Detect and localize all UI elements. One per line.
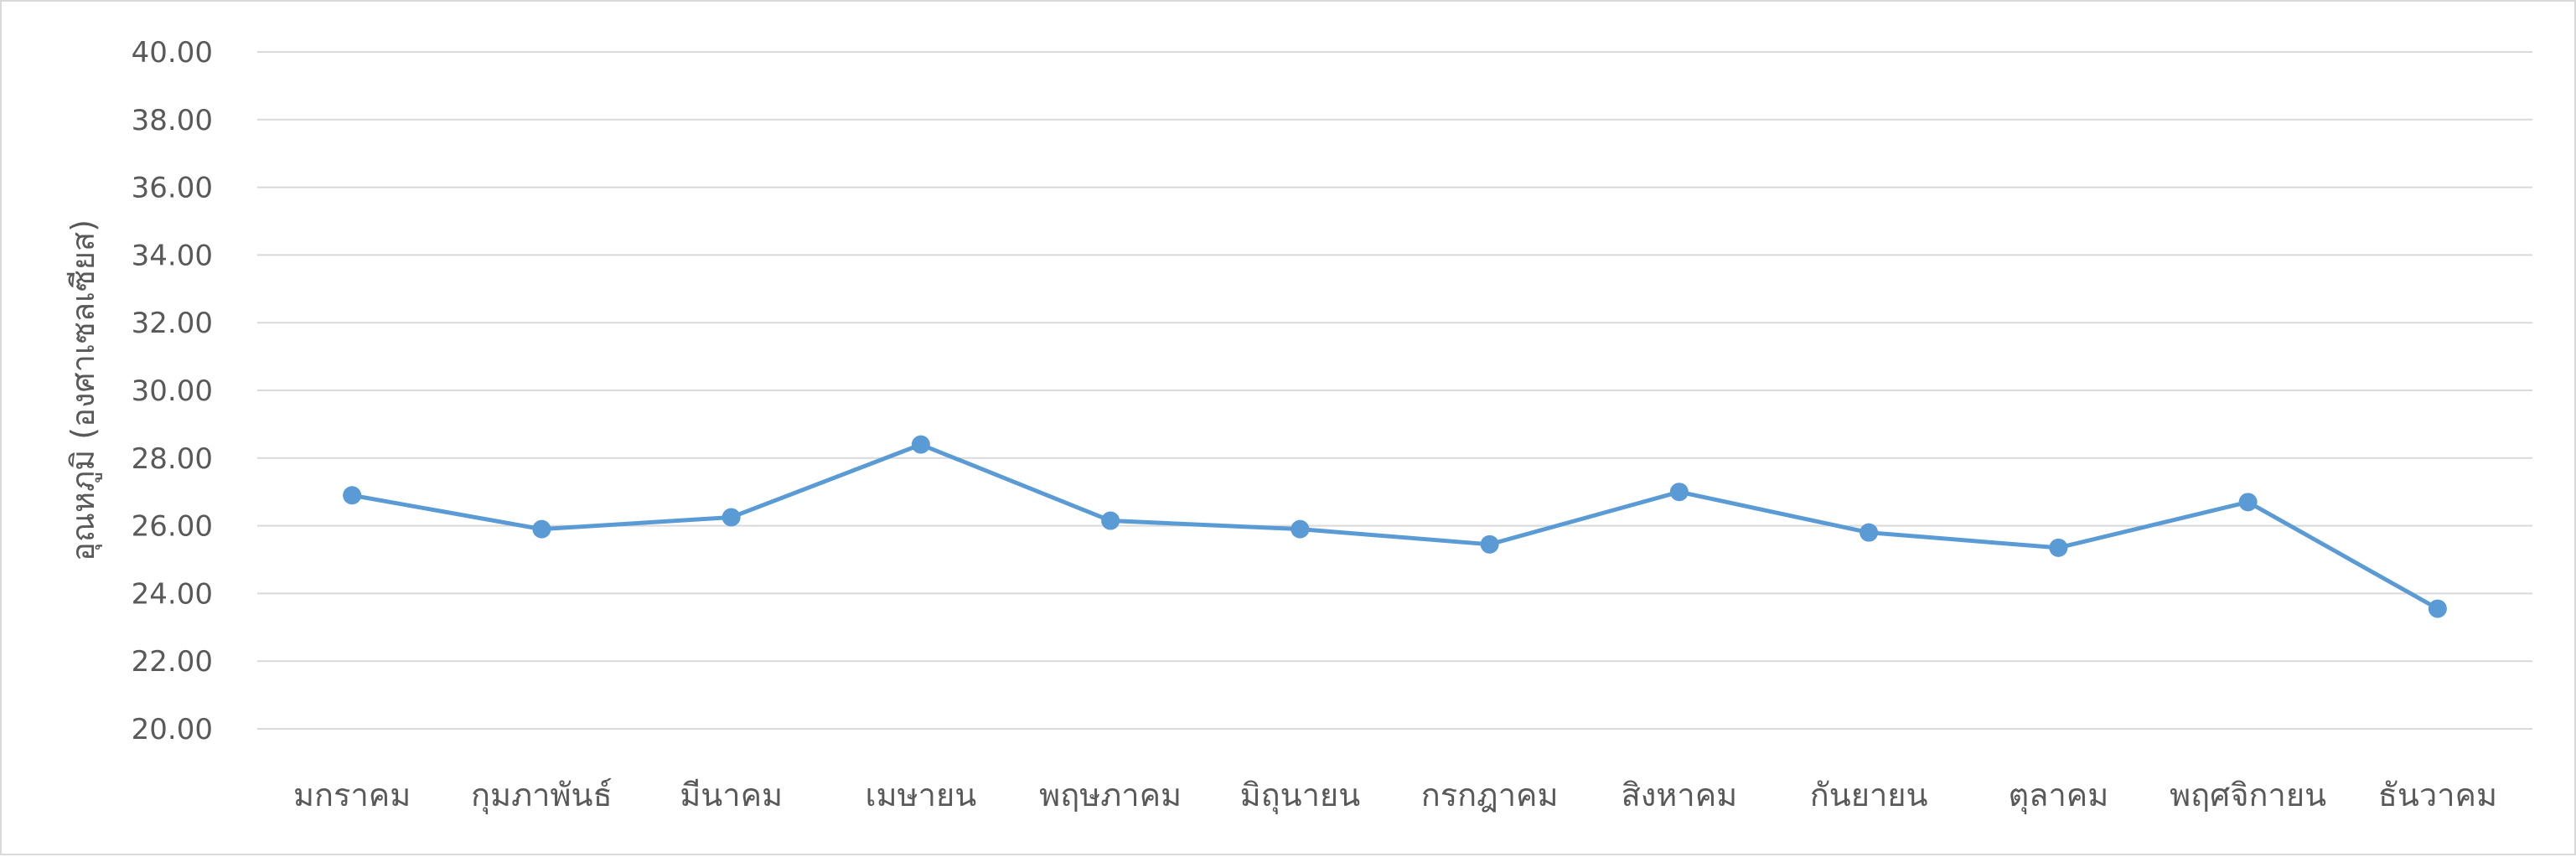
y-tick-label: 34.00 <box>132 239 213 272</box>
y-tick-label: 38.00 <box>132 104 213 137</box>
data-point <box>1291 519 1310 539</box>
y-axis-ticks: 20.00 22.00 24.00 26.00 28.00 30.00 32.00 34.00… <box>132 36 213 746</box>
x-tick-label: ตุลาคม <box>2008 777 2108 814</box>
data-point <box>343 486 362 505</box>
x-tick-label: กรกฎาคม <box>1421 777 1559 813</box>
y-tick-label: 22.00 <box>132 645 213 679</box>
data-point <box>1480 534 1499 554</box>
x-tick-label: สิงหาคม <box>1622 777 1738 813</box>
y-tick-label: 20.00 <box>132 713 213 746</box>
x-axis-ticks: มกราคม กุมภาพันธ์ มีนาคม เมษายน พฤษภาคม มิถุน… <box>293 777 2497 814</box>
y-tick-label: 24.00 <box>132 577 213 611</box>
y-tick-label: 40.00 <box>132 36 213 70</box>
gridlines <box>257 51 2532 730</box>
data-point <box>1101 511 1120 530</box>
y-tick-label: 36.00 <box>132 172 213 205</box>
y-axis-title: อุณหภูมิ (องศาเซลเซียส) <box>65 219 102 561</box>
x-tick-label: มีนาคม <box>680 777 783 813</box>
data-point <box>1669 483 1689 502</box>
data-point <box>1860 523 1879 542</box>
x-tick-label: ธันวาคม <box>2378 777 2497 813</box>
data-point <box>2428 599 2447 618</box>
data-point <box>911 435 930 454</box>
series-line <box>351 442 2439 611</box>
data-point <box>532 519 551 539</box>
y-tick-label: 28.00 <box>132 442 213 476</box>
data-point <box>2238 493 2258 512</box>
x-tick-label: กันยายน <box>1810 777 1928 813</box>
data-point <box>722 508 741 527</box>
x-tick-label: เมษายน <box>866 777 977 813</box>
x-tick-label: มกราคม <box>293 777 411 813</box>
data-point <box>2049 538 2068 557</box>
x-tick-label: กุมภาพันธ์ <box>471 777 613 814</box>
x-tick-label: พฤศจิกายน <box>2170 777 2326 813</box>
series-temperature <box>343 435 2447 618</box>
y-tick-label: 26.00 <box>132 510 213 544</box>
x-tick-label: พฤษภาคม <box>1039 777 1182 813</box>
y-tick-label: 30.00 <box>132 374 213 408</box>
y-tick-label: 32.00 <box>132 307 213 340</box>
x-tick-label: มิถุนายน <box>1240 777 1361 814</box>
